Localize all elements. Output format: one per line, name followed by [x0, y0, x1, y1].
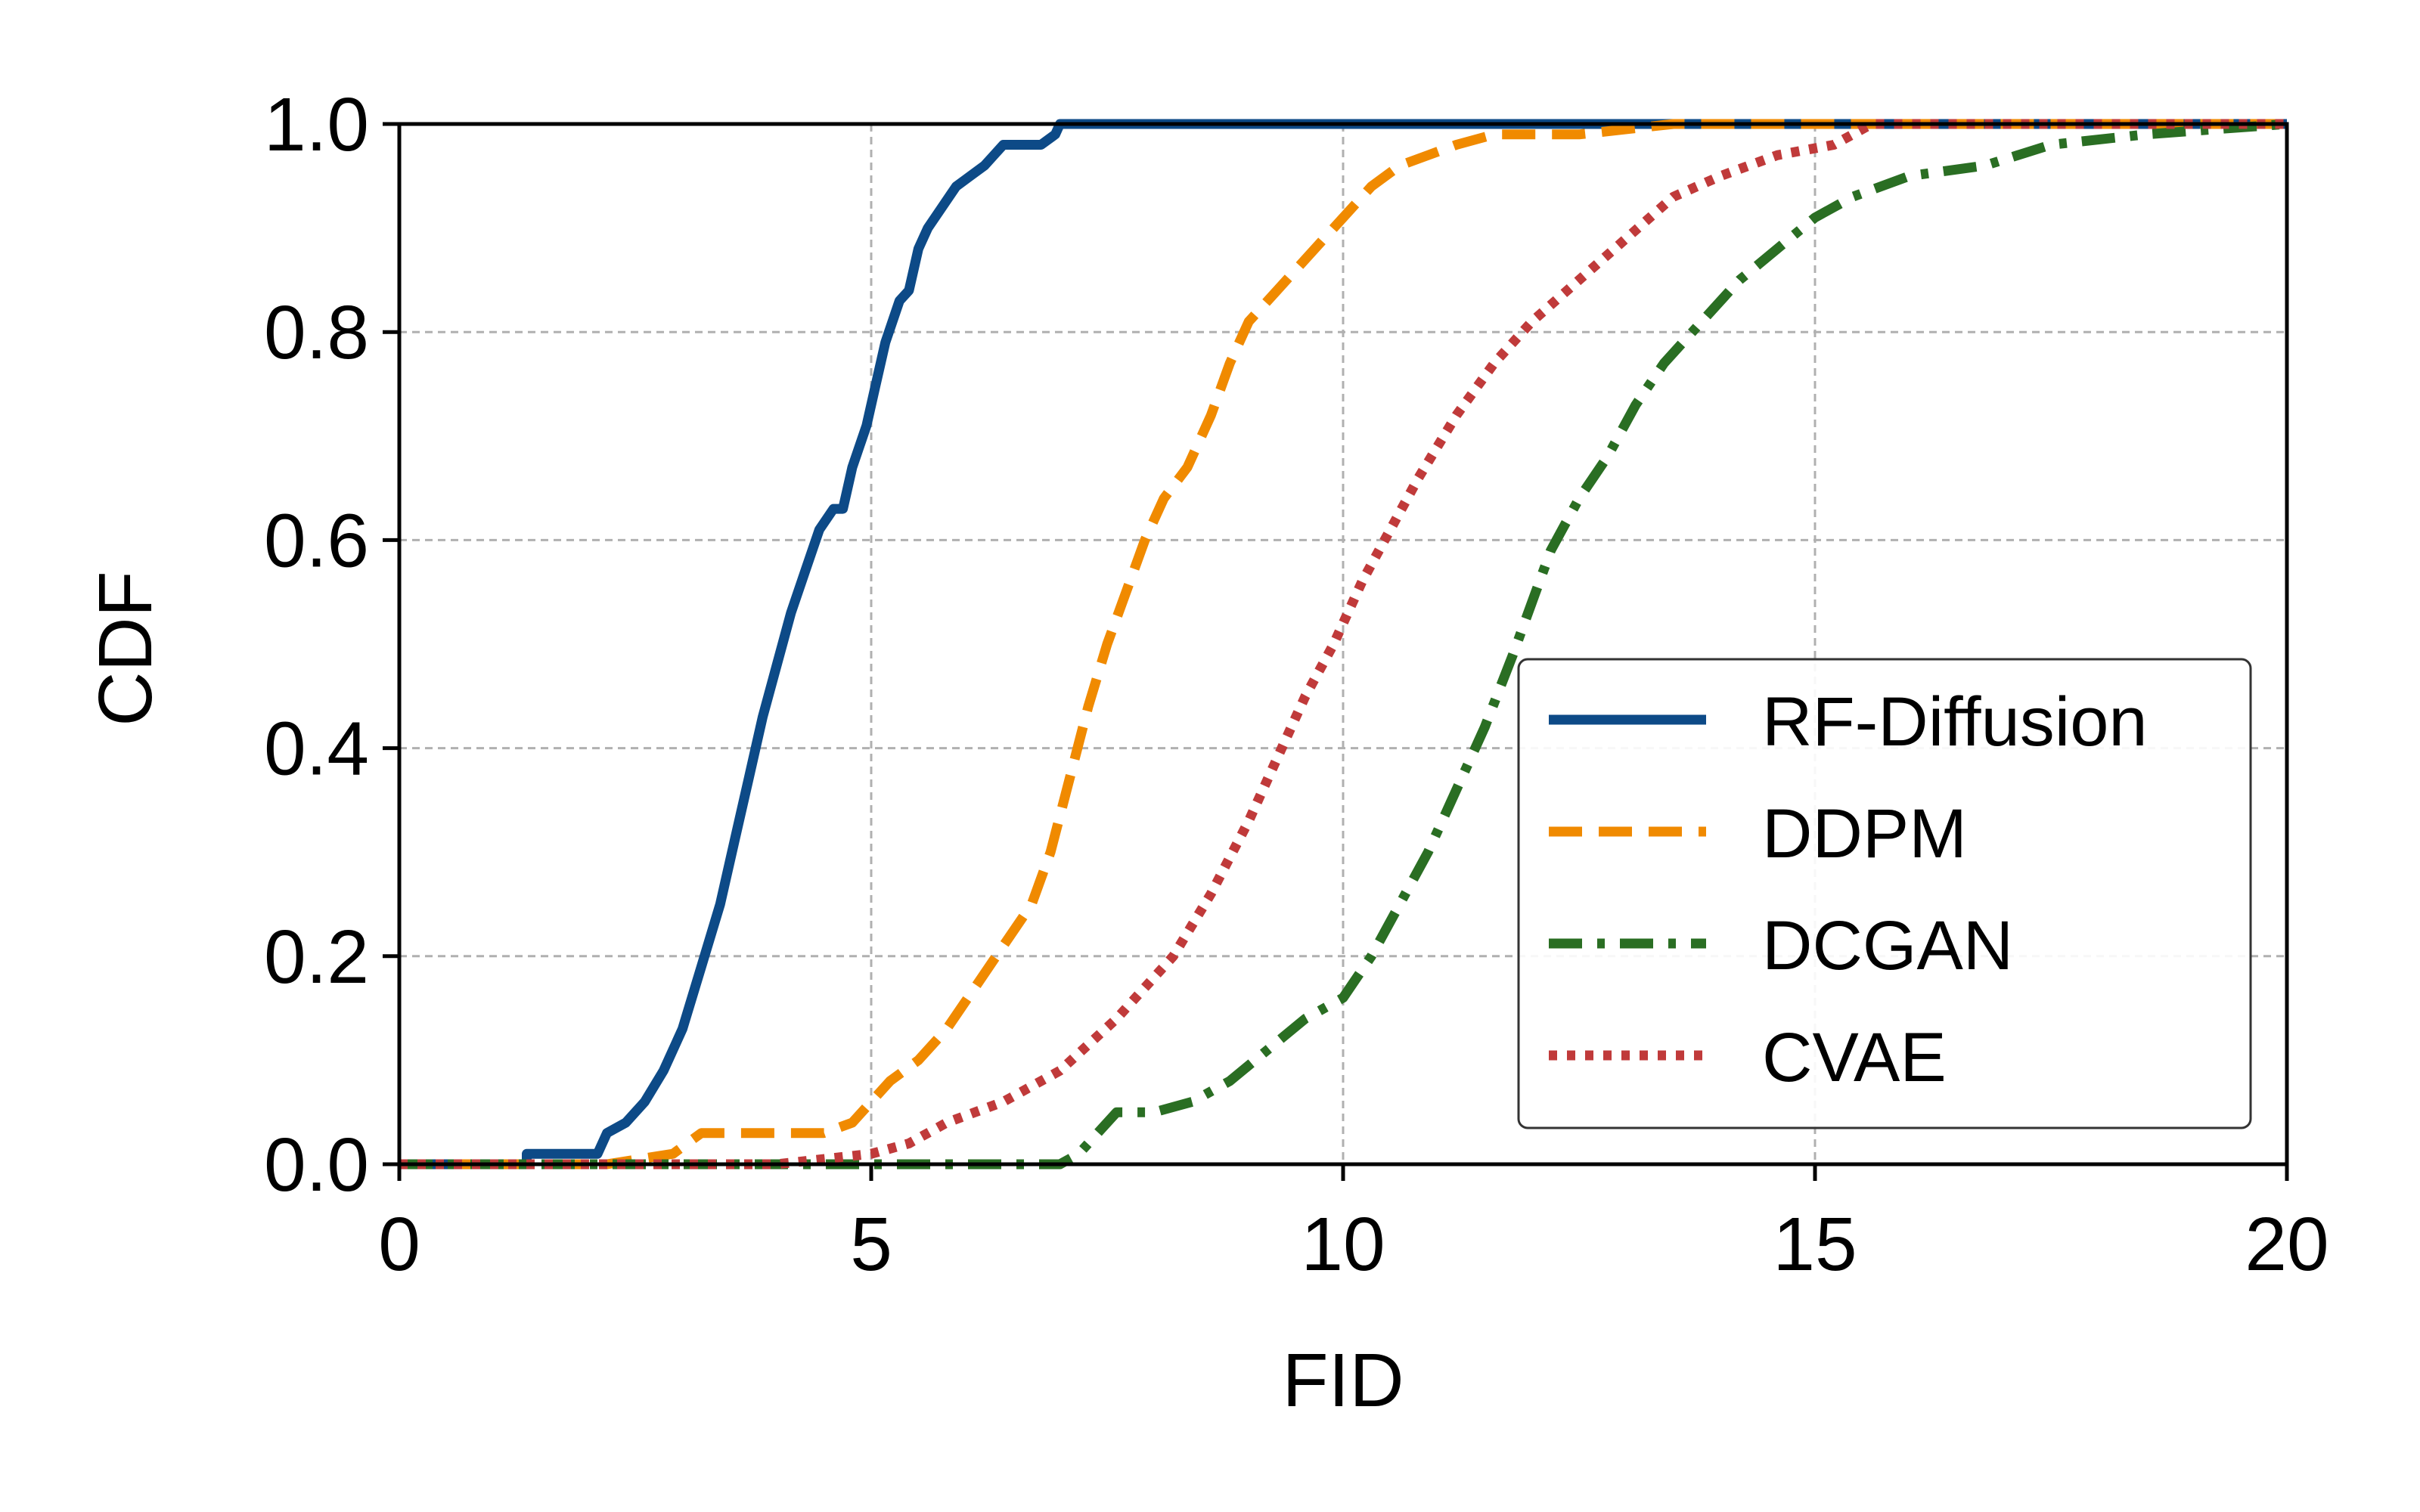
- legend-label-dcgan: DCGAN: [1762, 907, 2013, 984]
- series-lines: [399, 119, 2288, 1170]
- x-axis-label: FID: [1282, 1338, 1404, 1423]
- series-line-cvae: [399, 119, 2287, 1170]
- y-tick-label: 1.0: [264, 82, 369, 167]
- axis-ticks: 0 5 10 15 20 0.0 0.2 0.4 0.6 0.8 1.0: [264, 82, 2329, 1287]
- y-tick-label: 0.6: [264, 498, 369, 583]
- y-tick-label: 0.0: [264, 1123, 369, 1207]
- legend: RF-Diffusion DDPM DCGAN CVAE: [1517, 658, 2252, 1129]
- x-tick-label: 10: [1301, 1202, 1385, 1287]
- legend-box: [1517, 658, 2252, 1129]
- series-line-dcgan: [399, 119, 2288, 1170]
- y-tick-label: 0.4: [264, 707, 369, 792]
- x-tick-label: 15: [1773, 1202, 1857, 1287]
- y-tick-label: 0.8: [264, 290, 369, 375]
- series-line-ddpm: [399, 119, 2287, 1170]
- grid: [399, 124, 2287, 1164]
- series-line-rf-diffusion: [399, 119, 2287, 1170]
- y-tick-label: 0.2: [264, 915, 369, 999]
- x-tick-label: 5: [850, 1202, 892, 1287]
- legend-label-cvae: CVAE: [1762, 1019, 1947, 1096]
- x-tick-label: 20: [2245, 1202, 2328, 1287]
- y-axis-label: CDF: [83, 571, 168, 727]
- x-tick-label: 0: [378, 1202, 420, 1287]
- legend-label-rf-diffusion: RF-Diffusion: [1762, 683, 2148, 761]
- legend-label-ddpm: DDPM: [1762, 795, 1967, 872]
